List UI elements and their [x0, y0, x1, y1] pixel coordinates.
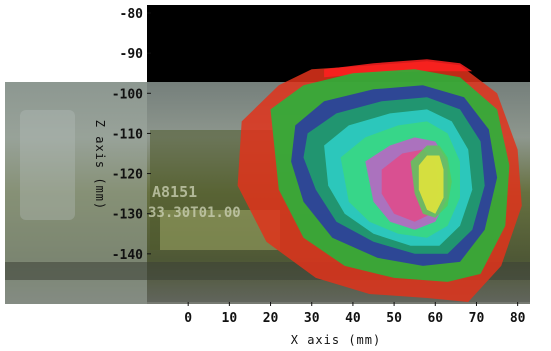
x-tick-label: 80: [510, 311, 526, 326]
x-tick-label: 70: [469, 311, 485, 326]
y-tick-label: -110: [112, 127, 143, 142]
x-tick-label: 30: [304, 311, 320, 326]
y-tick-label: -140: [112, 248, 143, 263]
photo-text-line-2: 33.30T01.00: [148, 205, 241, 221]
y-tick-label: -130: [112, 208, 143, 223]
x-axis-ticks: 0 10 20 30 40 50 60 70 80: [184, 302, 526, 326]
x-axis-label: X axis (mm): [291, 333, 381, 347]
x-tick-label: 40: [345, 311, 361, 326]
y-tick-label: -100: [112, 87, 143, 102]
x-tick-label: 0: [184, 311, 192, 326]
x-tick-label: 20: [263, 311, 279, 326]
contour-level-11: [418, 155, 444, 214]
x-tick-label: 10: [222, 311, 238, 326]
y-axis-label: Z axis (mm): [93, 120, 107, 210]
contour-layers: [237, 59, 522, 302]
x-tick-label: 50: [386, 311, 402, 326]
photo-text-line-1: A8151: [152, 183, 197, 201]
x-tick-label: 60: [427, 311, 443, 326]
y-tick-label: -90: [120, 47, 144, 62]
y-axis-ticks: -80 -90 -100 -110 -120 -130 -140: [112, 7, 151, 263]
y-tick-label: -120: [112, 168, 143, 183]
y-tick-label: -80: [120, 7, 144, 22]
